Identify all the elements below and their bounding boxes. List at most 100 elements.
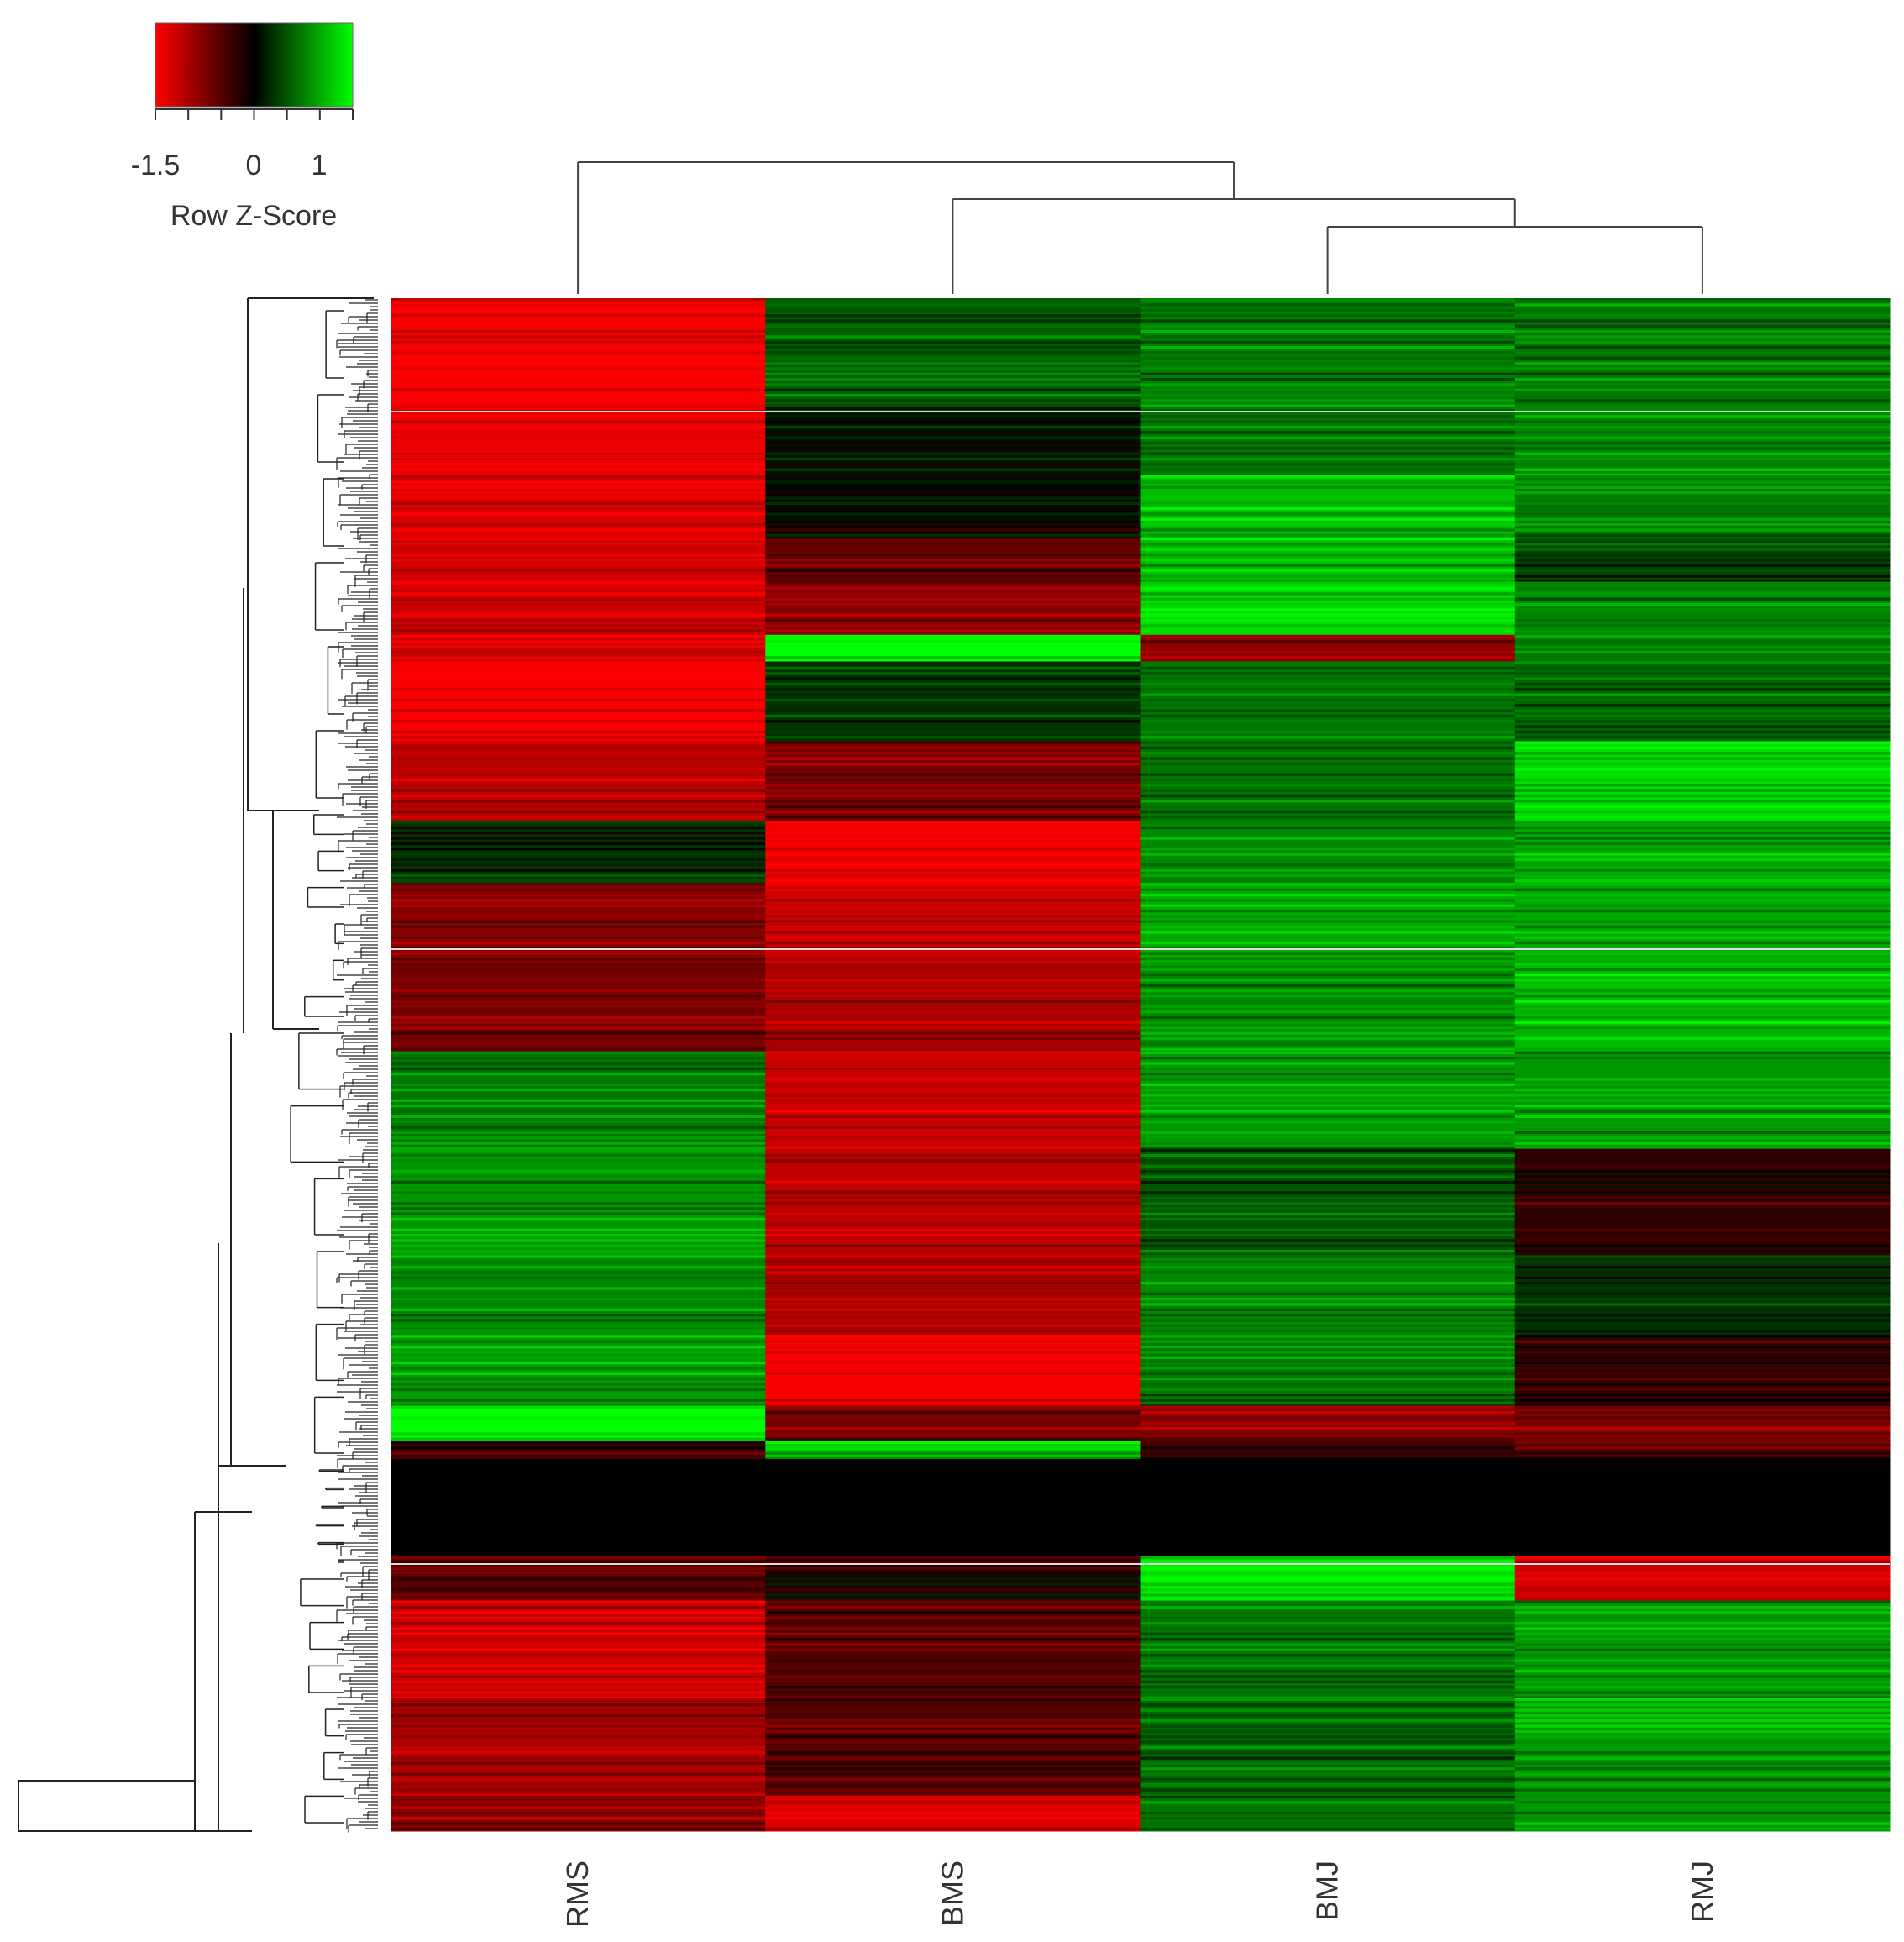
heatmap-row-stripe	[391, 1772, 766, 1776]
heatmap-row-stripe	[765, 1303, 1141, 1306]
heatmap-row-stripe	[1514, 1186, 1891, 1189]
heatmap-row-stripe	[1514, 319, 1891, 323]
heatmap-row-stripe	[765, 1783, 1141, 1787]
heatmap-row-stripe	[1140, 537, 1516, 541]
heatmap-row-stripe	[1514, 842, 1891, 846]
heatmap-row-stripe	[391, 1148, 766, 1152]
heatmap-row-stripe	[391, 1437, 766, 1441]
heatmap-row-stripe	[1514, 1783, 1891, 1787]
heatmap-row-stripe	[391, 1223, 766, 1226]
heatmap-row-stripe	[391, 746, 766, 750]
heatmap-row-stripe	[1140, 1822, 1516, 1825]
heatmap-row-stripe	[1140, 1405, 1516, 1409]
heatmap-row-stripe	[391, 800, 766, 803]
heatmap-row-stripe	[1514, 1703, 1891, 1707]
heatmap-row-stripe	[765, 1751, 1141, 1755]
heatmap-row-stripe	[391, 313, 766, 318]
heatmap-row-stripe	[391, 1708, 766, 1712]
heatmap-row-stripe	[765, 528, 1141, 532]
heatmap-row-stripe	[765, 1136, 1141, 1140]
column-label-bms: BMS	[935, 1861, 969, 1926]
heatmap-row-stripe	[1140, 1170, 1516, 1173]
heatmap-row-stripe	[1140, 1817, 1516, 1820]
heatmap-row-stripe	[765, 404, 1141, 407]
heatmap-row-stripe	[391, 473, 766, 477]
heatmap-row-stripe	[765, 436, 1141, 439]
heatmap-row-stripe	[1514, 1010, 1891, 1014]
heatmap-row-stripe	[1140, 559, 1516, 562]
heatmap-row-stripe	[1140, 995, 1516, 998]
heatmap-row-stripe	[1514, 1795, 1891, 1799]
color-key-tick-label-mid: 0	[246, 150, 262, 181]
heatmap-row-stripe	[391, 1099, 766, 1103]
heatmap-row-stripe	[391, 1659, 766, 1662]
heatmap-row-stripe	[391, 634, 766, 638]
heatmap-row-stripe	[391, 752, 766, 755]
heatmap-row-stripe	[1140, 624, 1516, 627]
heatmap-row-stripe	[1514, 650, 1891, 654]
heatmap-row-stripe	[1514, 832, 1891, 835]
heatmap-row-stripe	[1140, 528, 1516, 532]
heatmap-row-stripe	[1514, 1801, 1891, 1804]
heatmap-row-stripe	[1514, 794, 1891, 798]
heatmap-row-stripe	[391, 1212, 766, 1216]
heatmap-cell-rms-block-3	[391, 475, 766, 538]
heatmap-row-stripe	[1514, 1147, 1891, 1150]
heatmap-row-stripe	[765, 925, 1141, 929]
heatmap-row-stripe	[765, 1654, 1141, 1657]
heatmap-row-stripe	[1140, 1031, 1516, 1035]
heatmap-row-stripe	[1514, 1207, 1891, 1210]
heatmap-row-stripe	[1514, 1136, 1891, 1140]
heatmap-row-stripe	[391, 1598, 766, 1602]
heatmap-row-stripe	[1514, 1361, 1891, 1365]
heatmap-row-stripe	[391, 1372, 766, 1375]
heatmap-row-stripe	[391, 1249, 766, 1253]
heatmap-row-stripe	[391, 377, 766, 381]
heatmap-row-stripe	[765, 778, 1141, 782]
heatmap-row-stripe	[391, 730, 766, 734]
heatmap-row-stripe	[765, 388, 1141, 391]
heatmap-row-stripe	[765, 1767, 1141, 1771]
heatmap-row-stripe	[765, 1000, 1141, 1003]
heatmap-row-stripe	[1514, 1577, 1891, 1581]
heatmap-row-stripe	[765, 1675, 1141, 1678]
heatmap-row-stripe	[1514, 624, 1891, 627]
heatmap-row-stripe	[391, 1057, 766, 1060]
heatmap-row-stripe	[765, 1313, 1141, 1317]
heatmap-row-stripe	[1140, 1078, 1516, 1081]
heatmap-row-stripe	[391, 879, 766, 883]
heatmap-row-stripe	[765, 941, 1141, 945]
heatmap-row-stripe	[1140, 324, 1516, 328]
heatmap-row-stripe	[1140, 1691, 1516, 1694]
heatmap-row-stripe	[765, 1062, 1141, 1065]
heatmap-row-stripe	[1140, 1426, 1516, 1430]
heatmap-row-stripe	[765, 645, 1141, 648]
heatmap-row-stripe	[765, 1196, 1141, 1200]
heatmap-row-stripe	[1514, 1057, 1891, 1060]
heatmap-row-stripe	[1140, 463, 1516, 466]
heatmap-row-stripe	[391, 1356, 766, 1359]
heatmap-row-stripe	[765, 597, 1141, 601]
heatmap-cells	[391, 298, 1891, 1832]
heatmap-row-stripe	[765, 1648, 1141, 1652]
heatmap-row-stripe	[1514, 957, 1891, 961]
heatmap-row-stripe	[765, 640, 1141, 643]
heatmap-row-stripe	[1140, 1588, 1516, 1592]
heatmap-row-stripe	[1140, 1437, 1516, 1441]
heatmap-row-stripe	[1140, 1110, 1516, 1113]
heatmap-row-stripe	[391, 904, 766, 907]
heatmap-row-stripe	[391, 1104, 766, 1108]
heatmap-row-stripe	[1140, 1383, 1516, 1386]
heatmap-row-stripe	[765, 1057, 1141, 1060]
heatmap-row-stripe	[1140, 501, 1516, 506]
heatmap-row-stripe	[1514, 752, 1891, 755]
heatmap-row-stripe	[1514, 1104, 1891, 1108]
heatmap-row-stripe	[1140, 863, 1516, 867]
heatmap-row-stripe	[765, 313, 1141, 318]
heatmap-row-stripe	[1514, 778, 1891, 782]
heatmap-row-stripe	[1514, 1751, 1891, 1755]
heatmap-row-stripe	[391, 1627, 766, 1630]
heatmap-row-stripe	[391, 1218, 766, 1221]
heatmap-cell-bms-block-3	[765, 475, 1141, 538]
heatmap-row-stripe	[1140, 709, 1516, 712]
